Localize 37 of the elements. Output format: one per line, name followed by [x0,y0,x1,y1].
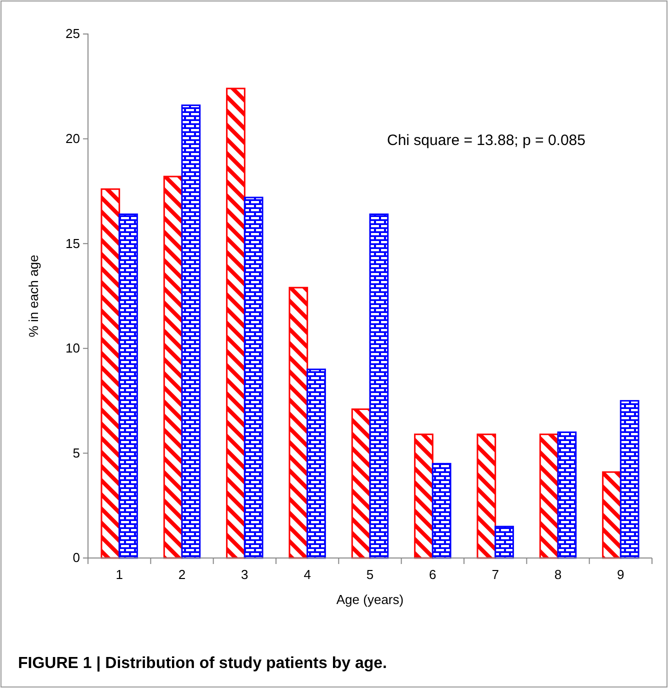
annotation: Chi square = 13.88; p = 0.085 [387,132,586,149]
y-tick-label: 5 [72,445,80,460]
bar [602,471,622,559]
x-tick-label: 4 [304,567,311,582]
bar [244,196,264,559]
text: FIGURE 1 | Distribution of study patients by age. [18,655,387,672]
bar [620,400,640,559]
x-tick-label: 5 [366,567,374,582]
bar [539,434,559,559]
y-tick-label: 10 [66,340,80,356]
bar [351,408,371,559]
bar [494,526,514,559]
bar [557,431,577,559]
x-tick-label: 3 [241,567,248,582]
x-tick-label: 1 [116,567,123,582]
bar [118,214,138,559]
bar [414,434,434,559]
x-tick-label: 9 [617,567,624,582]
y-tick-label: 15 [66,236,80,251]
x-tick-label: 6 [429,567,436,582]
bar [306,368,326,559]
y-tick-label: 0 [72,550,80,566]
bar [288,286,308,559]
bar [163,176,183,559]
bar [369,214,389,559]
bar [181,104,201,559]
bar [226,88,246,559]
x-axis-title: Age (years) [336,592,404,607]
y-axis-title: % in each age [26,254,41,338]
x-tick-label: 2 [178,567,186,582]
y-tick-label: 25 [66,26,80,42]
bar [432,462,452,559]
x-tick-label: 8 [554,567,562,582]
x-tick-label: 7 [492,567,499,582]
bar [100,188,120,559]
bar [476,434,496,559]
y-tick-label: 20 [66,130,80,146]
